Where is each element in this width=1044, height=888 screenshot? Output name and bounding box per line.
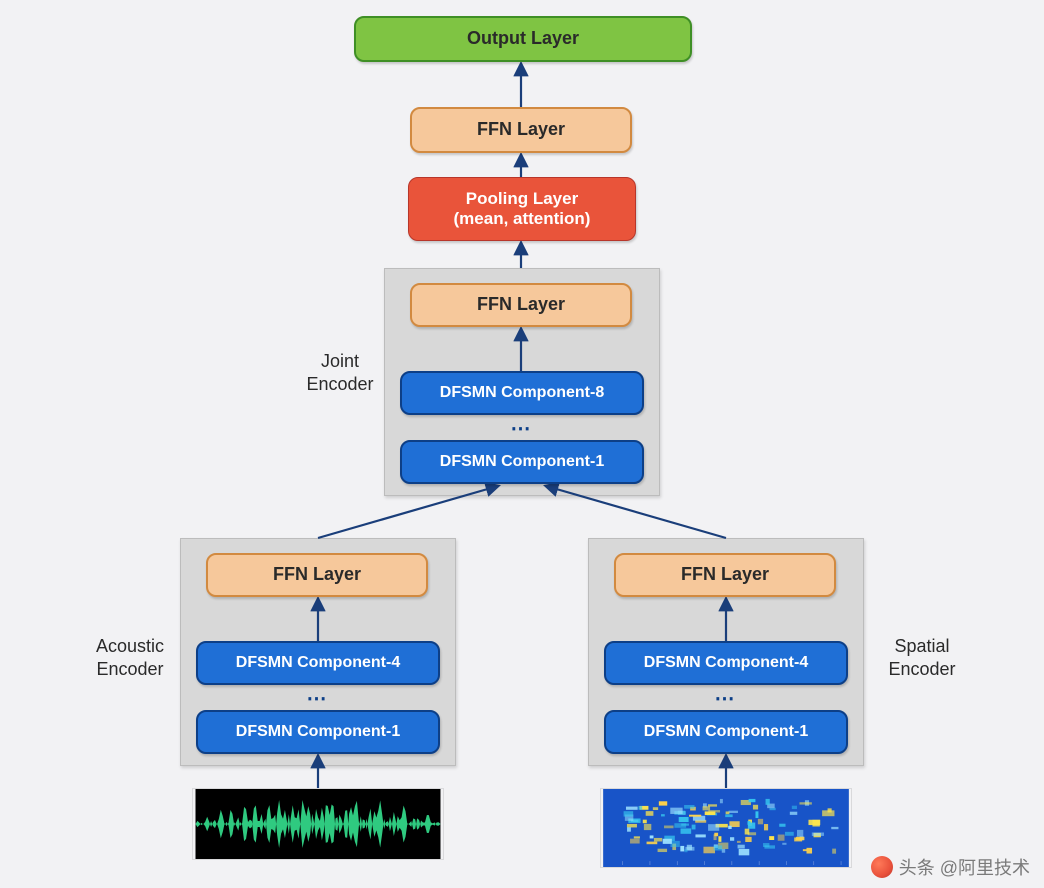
output-layer-block: Output Layer bbox=[354, 16, 692, 62]
ellipsis-spatial: ⋯ bbox=[706, 686, 746, 711]
watermark-logo-icon bbox=[871, 856, 893, 878]
watermark: 头条 @阿里技术 bbox=[871, 854, 1030, 880]
ellipsis-acoustic: ⋯ bbox=[298, 686, 338, 711]
dfsmn-a1-text: DFSMN Component-1 bbox=[236, 722, 400, 741]
ffn-sp-text: FFN Layer bbox=[681, 564, 769, 586]
spatial-encoder-label: Spatial Encoder bbox=[872, 635, 972, 680]
dfsmn-spatial-4-block: DFSMN Component-4 bbox=[604, 641, 848, 685]
ffn-layer-top-block: FFN Layer bbox=[410, 107, 632, 153]
output-layer-text: Output Layer bbox=[467, 28, 579, 50]
ffn-ac-text: FFN Layer bbox=[273, 564, 361, 586]
ffn-joint-text: FFN Layer bbox=[477, 294, 565, 316]
dfsmn-s4-text: DFSMN Component-4 bbox=[644, 653, 808, 672]
dfsmn-j1-text: DFSMN Component-1 bbox=[440, 452, 604, 471]
waveform-input-icon bbox=[192, 788, 444, 860]
ellipsis-joint: ⋯ bbox=[502, 416, 542, 441]
diagram-canvas: Output Layer FFN Layer Pooling Layer (me… bbox=[0, 0, 1044, 888]
ffn-layer-joint-block: FFN Layer bbox=[410, 283, 632, 327]
dfsmn-j8-text: DFSMN Component-8 bbox=[440, 383, 604, 402]
pooling-text: Pooling Layer (mean, attention) bbox=[454, 189, 591, 230]
ffn-layer-acoustic-block: FFN Layer bbox=[206, 553, 428, 597]
ffn-layer-spatial-block: FFN Layer bbox=[614, 553, 836, 597]
spectrogram-input-icon bbox=[600, 788, 852, 868]
acoustic-encoder-label: Acoustic Encoder bbox=[80, 635, 180, 680]
pooling-layer-block: Pooling Layer (mean, attention) bbox=[408, 177, 636, 241]
dfsmn-a4-text: DFSMN Component-4 bbox=[236, 653, 400, 672]
ffn-top-text: FFN Layer bbox=[477, 119, 565, 141]
dfsmn-s1-text: DFSMN Component-1 bbox=[644, 722, 808, 741]
dfsmn-joint-8-block: DFSMN Component-8 bbox=[400, 371, 644, 415]
joint-encoder-label: Joint Encoder bbox=[300, 350, 380, 395]
watermark-text: 头条 @阿里技术 bbox=[899, 854, 1030, 880]
dfsmn-joint-1-block: DFSMN Component-1 bbox=[400, 440, 644, 484]
dfsmn-acoustic-4-block: DFSMN Component-4 bbox=[196, 641, 440, 685]
dfsmn-spatial-1-block: DFSMN Component-1 bbox=[604, 710, 848, 754]
dfsmn-acoustic-1-block: DFSMN Component-1 bbox=[196, 710, 440, 754]
